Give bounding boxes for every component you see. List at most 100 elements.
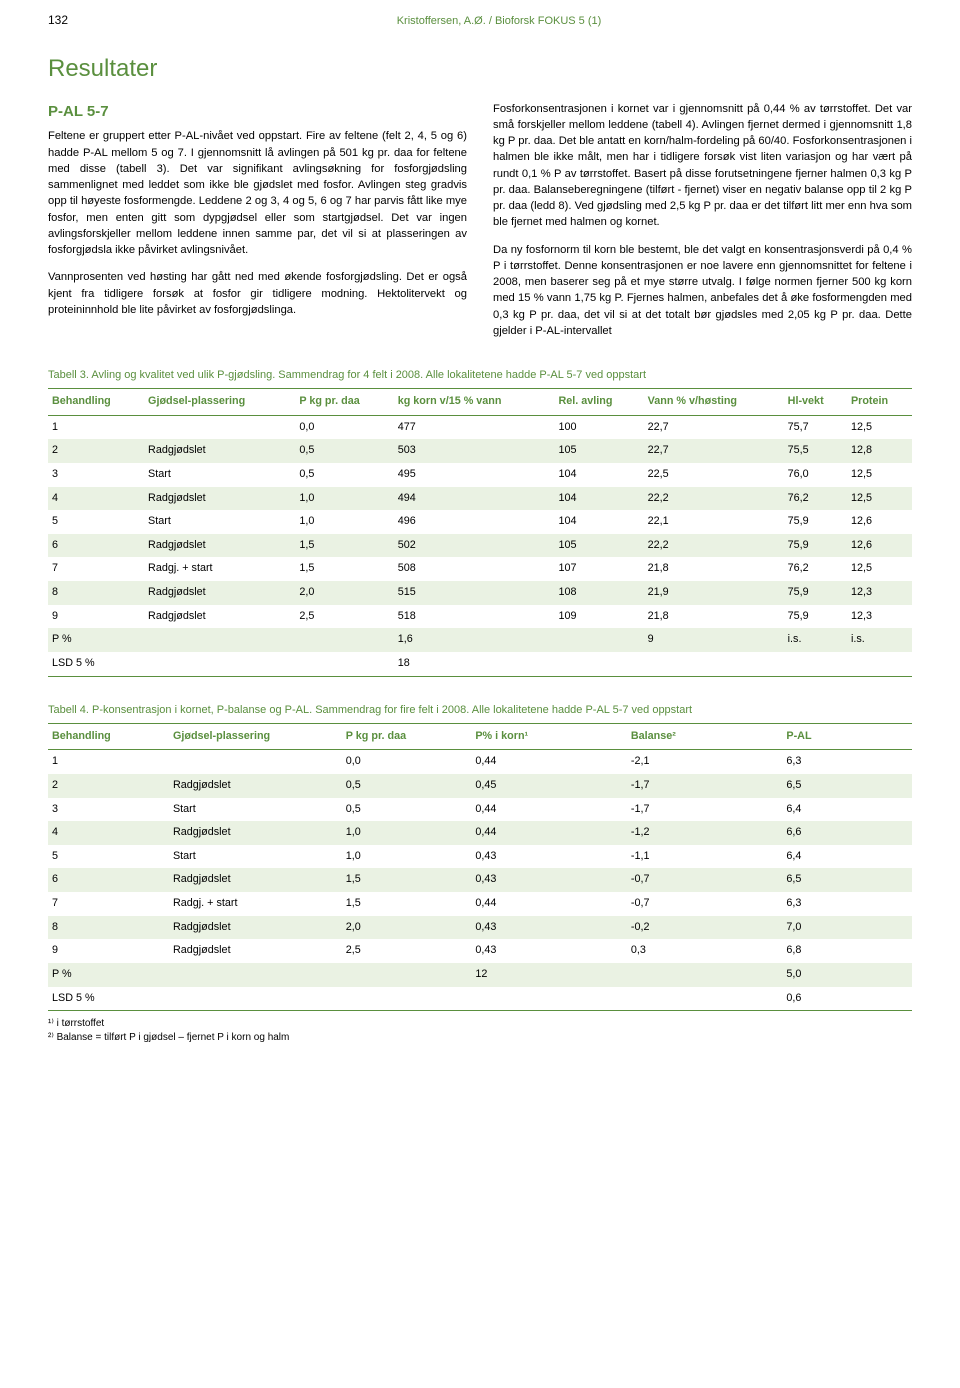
table-cell: 2,0 xyxy=(295,581,393,605)
table-cell: 494 xyxy=(394,487,555,511)
table-cell: 75,7 xyxy=(784,415,847,439)
table-cell: 0,43 xyxy=(471,916,627,940)
table3-col-header: kg korn v/15 % vann xyxy=(394,388,555,415)
table-cell: LSD 5 % xyxy=(48,987,169,1011)
page-header: 132 Kristoffersen, A.Ø. / Bioforsk FOKUS… xyxy=(48,12,912,30)
table-cell: 12,3 xyxy=(847,605,912,629)
footnote: ¹⁾ i tørrstoffet xyxy=(48,1017,912,1031)
table-cell: 12,5 xyxy=(847,487,912,511)
table-cell: 4 xyxy=(48,821,169,845)
left-column: P-AL 5-7 Feltene er gruppert etter P-AL-… xyxy=(48,101,467,350)
table4-col-header: Gjødsel-plassering xyxy=(169,723,342,750)
table-cell: 0,0 xyxy=(342,750,472,774)
table-cell: 9 xyxy=(48,939,169,963)
table-cell: 1 xyxy=(48,750,169,774)
table-row: 9Radgjødslet2,551810921,875,912,3 xyxy=(48,605,912,629)
table-row: 7Radgj. + start1,550810721,876,212,5 xyxy=(48,557,912,581)
table-cell: 104 xyxy=(554,510,643,534)
table-cell: 8 xyxy=(48,916,169,940)
table-cell: Start xyxy=(169,798,342,822)
table4-col-header: Balanse² xyxy=(627,723,783,750)
table-cell: 1 xyxy=(48,415,144,439)
table-cell: 75,9 xyxy=(784,581,847,605)
body-columns: P-AL 5-7 Feltene er gruppert etter P-AL-… xyxy=(48,101,912,350)
table-cell xyxy=(144,652,295,676)
table-cell: 76,2 xyxy=(784,487,847,511)
body-paragraph: Feltene er gruppert etter P-AL-nivået ve… xyxy=(48,128,467,258)
table-cell: 21,9 xyxy=(644,581,784,605)
table3-col-header: Gjødsel-plassering xyxy=(144,388,295,415)
table-cell: Radgjødslet xyxy=(144,439,295,463)
table-cell: Radgjødslet xyxy=(144,487,295,511)
table-cell: LSD 5 % xyxy=(48,652,144,676)
table-cell xyxy=(144,628,295,652)
table-cell: 518 xyxy=(394,605,555,629)
table-cell: 109 xyxy=(554,605,643,629)
table4-header-row: Behandling Gjødsel-plassering P kg pr. d… xyxy=(48,723,912,750)
table-cell: 5,0 xyxy=(782,963,912,987)
table-cell: 12,5 xyxy=(847,557,912,581)
table-row: 8Radgjødslet2,051510821,975,912,3 xyxy=(48,581,912,605)
table4-col-header: Behandling xyxy=(48,723,169,750)
table3-caption: Tabell 3. Avling og kvalitet ved ulik P-… xyxy=(48,368,912,384)
table-cell: 0,5 xyxy=(295,439,393,463)
table-cell xyxy=(295,652,393,676)
table-cell: 22,7 xyxy=(644,415,784,439)
table4-caption: Tabell 4. P-konsentrasjon i kornet, P-ba… xyxy=(48,703,912,719)
table-cell: 1,0 xyxy=(342,821,472,845)
table-cell: 1,5 xyxy=(295,557,393,581)
table-cell: 12,5 xyxy=(847,415,912,439)
table-cell: 21,8 xyxy=(644,557,784,581)
table-cell: 7,0 xyxy=(782,916,912,940)
table-cell: 3 xyxy=(48,798,169,822)
footnote: ²⁾ Balanse = tilført P i gjødsel – fjern… xyxy=(48,1031,912,1045)
table-cell: 6,3 xyxy=(782,892,912,916)
table-cell: 502 xyxy=(394,534,555,558)
table-cell: 496 xyxy=(394,510,555,534)
table-cell: Radgjødslet xyxy=(169,868,342,892)
section-subtitle: P-AL 5-7 xyxy=(48,101,467,123)
table-cell: i.s. xyxy=(847,628,912,652)
table-cell: 6 xyxy=(48,534,144,558)
table-cell: 22,7 xyxy=(644,439,784,463)
table-cell xyxy=(471,987,627,1011)
table-cell: 515 xyxy=(394,581,555,605)
right-column: Fosforkonsentrasjonen i kornet var i gje… xyxy=(493,101,912,350)
table-cell: 105 xyxy=(554,439,643,463)
table-cell xyxy=(169,987,342,1011)
table-cell: Start xyxy=(144,510,295,534)
table-cell: Radgjødslet xyxy=(169,821,342,845)
table3-col-header: Vann % v/høsting xyxy=(644,388,784,415)
table-cell: 75,9 xyxy=(784,605,847,629)
table-cell: 0,44 xyxy=(471,821,627,845)
table-cell: Radgj. + start xyxy=(169,892,342,916)
table3: Behandling Gjødsel-plassering P kg pr. d… xyxy=(48,388,912,677)
table-cell: 12,8 xyxy=(847,439,912,463)
table-cell: 6,5 xyxy=(782,774,912,798)
table-cell: 0,43 xyxy=(471,845,627,869)
body-paragraph: Fosforkonsentrasjonen i kornet var i gje… xyxy=(493,101,912,231)
page-number: 132 xyxy=(48,12,68,29)
table4-col-header: P kg pr. daa xyxy=(342,723,472,750)
table-cell: -1,7 xyxy=(627,798,783,822)
table-cell: Radgjødslet xyxy=(144,581,295,605)
table-cell: Radgjødslet xyxy=(144,534,295,558)
body-paragraph: Vannprosenten ved høsting har gått ned m… xyxy=(48,269,467,318)
table-cell: 12,6 xyxy=(847,534,912,558)
table4-footnotes: ¹⁾ i tørrstoffet ²⁾ Balanse = tilført P … xyxy=(48,1017,912,1045)
table-cell: 75,9 xyxy=(784,534,847,558)
table-cell: 0,43 xyxy=(471,868,627,892)
table-cell xyxy=(169,750,342,774)
table-row: 5Start1,00,43-1,16,4 xyxy=(48,845,912,869)
table-cell: 0,45 xyxy=(471,774,627,798)
table-cell: Radgjødslet xyxy=(169,939,342,963)
table-cell: 2,5 xyxy=(342,939,472,963)
table-cell: 12,5 xyxy=(847,463,912,487)
body-paragraph: Da ny fosfornorm til korn ble bestemt, b… xyxy=(493,242,912,339)
table-cell: 1,0 xyxy=(295,487,393,511)
table-cell: 75,5 xyxy=(784,439,847,463)
table-cell xyxy=(847,652,912,676)
table-cell: 0,6 xyxy=(782,987,912,1011)
table-cell: Radgjødslet xyxy=(169,916,342,940)
table-cell: 1,5 xyxy=(295,534,393,558)
